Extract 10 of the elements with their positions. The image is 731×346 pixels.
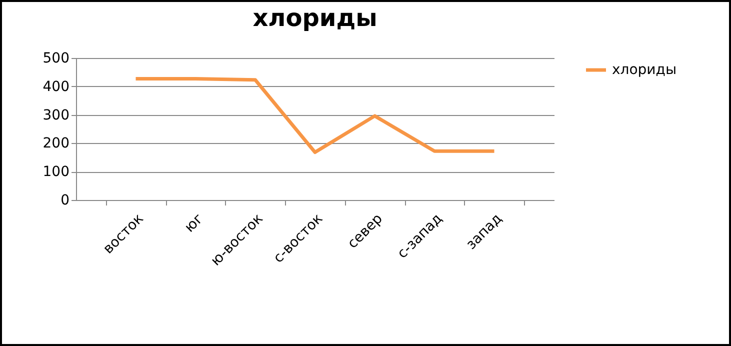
y-tick-label: 300 <box>42 107 70 124</box>
line-series <box>134 76 496 154</box>
y-tick-label: 100 <box>42 164 70 180</box>
legend-label: хлориды <box>612 62 677 78</box>
y-tick-label: 0 <box>60 192 70 208</box>
y-tick-label: 500 <box>42 50 70 66</box>
chart-title: хлориды <box>252 4 378 32</box>
y-tick-label: 200 <box>42 136 70 152</box>
y-tick-label: 400 <box>42 78 70 95</box>
x-tick-label: юг <box>182 210 207 236</box>
